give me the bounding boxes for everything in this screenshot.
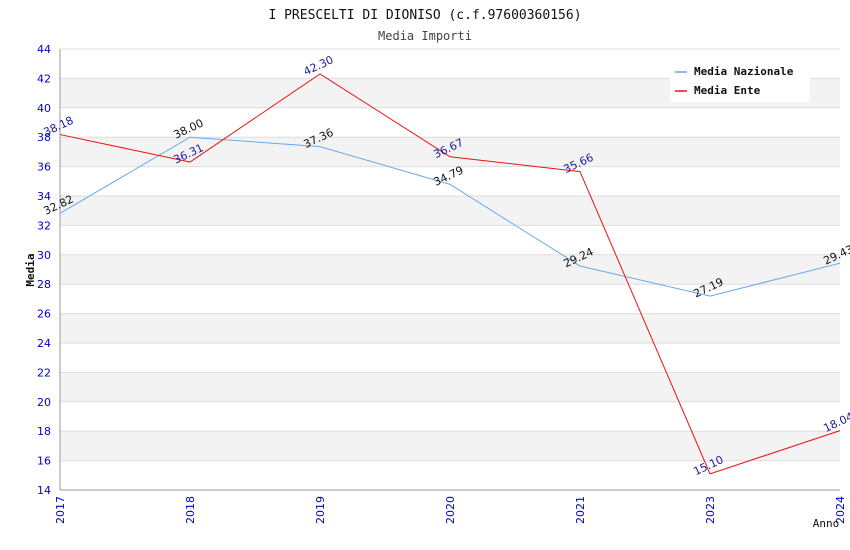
data-label-media-nazionale: 34.79: [431, 164, 465, 189]
x-tick-label: 2017: [54, 496, 67, 524]
y-tick-label: 42: [37, 72, 51, 85]
y-tick-label: 22: [37, 366, 51, 379]
y-tick-label: 40: [37, 102, 51, 115]
grid-band: [60, 431, 840, 461]
chart-subtitle: Media Importi: [378, 29, 472, 43]
x-tick-label: 2019: [314, 496, 327, 524]
y-tick-label: 38: [37, 131, 51, 144]
y-tick-label: 14: [37, 484, 51, 497]
x-tick-labels: 2017 2018 2019 2020 2021 2023 2024: [54, 496, 847, 524]
grid-band: [60, 372, 840, 402]
y-tick-label: 24: [37, 337, 51, 350]
legend-label-media-nazionale: Media Nazionale: [694, 65, 794, 78]
x-tick-label: 2020: [444, 496, 457, 524]
grid-band: [60, 313, 840, 343]
x-axis-label: Anno: [813, 517, 840, 530]
y-axis-label: Media: [24, 253, 37, 286]
y-tick-label: 28: [37, 278, 51, 291]
y-tick-labels: 14 16 18 20 22 24 26 28 30 32 34 36 38 40 42 44: [37, 43, 51, 497]
legend-box: [670, 60, 810, 102]
grid-bands: [60, 48, 840, 491]
axes: [59, 49, 840, 491]
series-line-media-ente: [59, 73, 841, 475]
grid-band: [60, 196, 840, 226]
y-tick-label: 32: [37, 219, 51, 232]
chart-title: I PRESCELTI DI DIONISO (c.f.97600360156): [268, 8, 581, 23]
y-tick-label: 26: [37, 308, 51, 321]
series-group: [59, 73, 841, 475]
y-tick-label: 16: [37, 455, 51, 468]
y-tick-label: 20: [37, 396, 51, 409]
legend-label-media-ente: Media Ente: [694, 84, 761, 97]
legend: Media Nazionale Media Ente: [670, 60, 810, 102]
y-tick-label: 36: [37, 161, 51, 174]
y-tick-label: 34: [37, 190, 51, 203]
series-line-media-nazionale: [59, 136, 841, 297]
y-tick-label: 30: [37, 249, 51, 262]
y-tick-label: 44: [37, 43, 51, 56]
y-tick-label: 18: [37, 425, 51, 438]
x-tick-label: 2024: [834, 496, 847, 524]
grid-band: [60, 254, 840, 285]
data-label-media-ente: 38.18: [41, 114, 75, 139]
x-tick-label: 2023: [704, 496, 717, 524]
x-tick-label: 2021: [574, 496, 587, 524]
x-tick-label: 2018: [184, 496, 197, 524]
